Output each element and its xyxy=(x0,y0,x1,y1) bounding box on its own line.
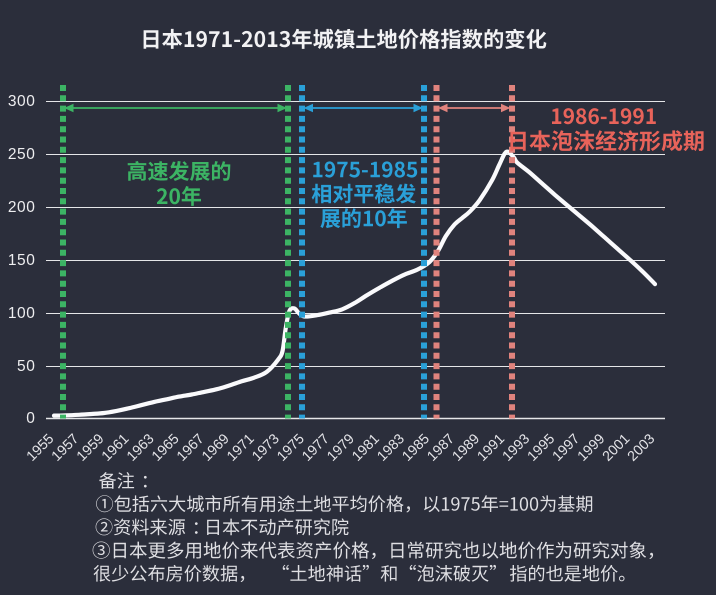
svg-text:100: 100 xyxy=(8,305,36,322)
svg-text:50: 50 xyxy=(17,358,35,375)
svg-text:0: 0 xyxy=(26,410,35,427)
svg-text:150: 150 xyxy=(8,252,36,269)
svg-text:250: 250 xyxy=(8,146,36,163)
svg-text:300: 300 xyxy=(8,93,36,110)
svg-text:200: 200 xyxy=(8,199,36,216)
